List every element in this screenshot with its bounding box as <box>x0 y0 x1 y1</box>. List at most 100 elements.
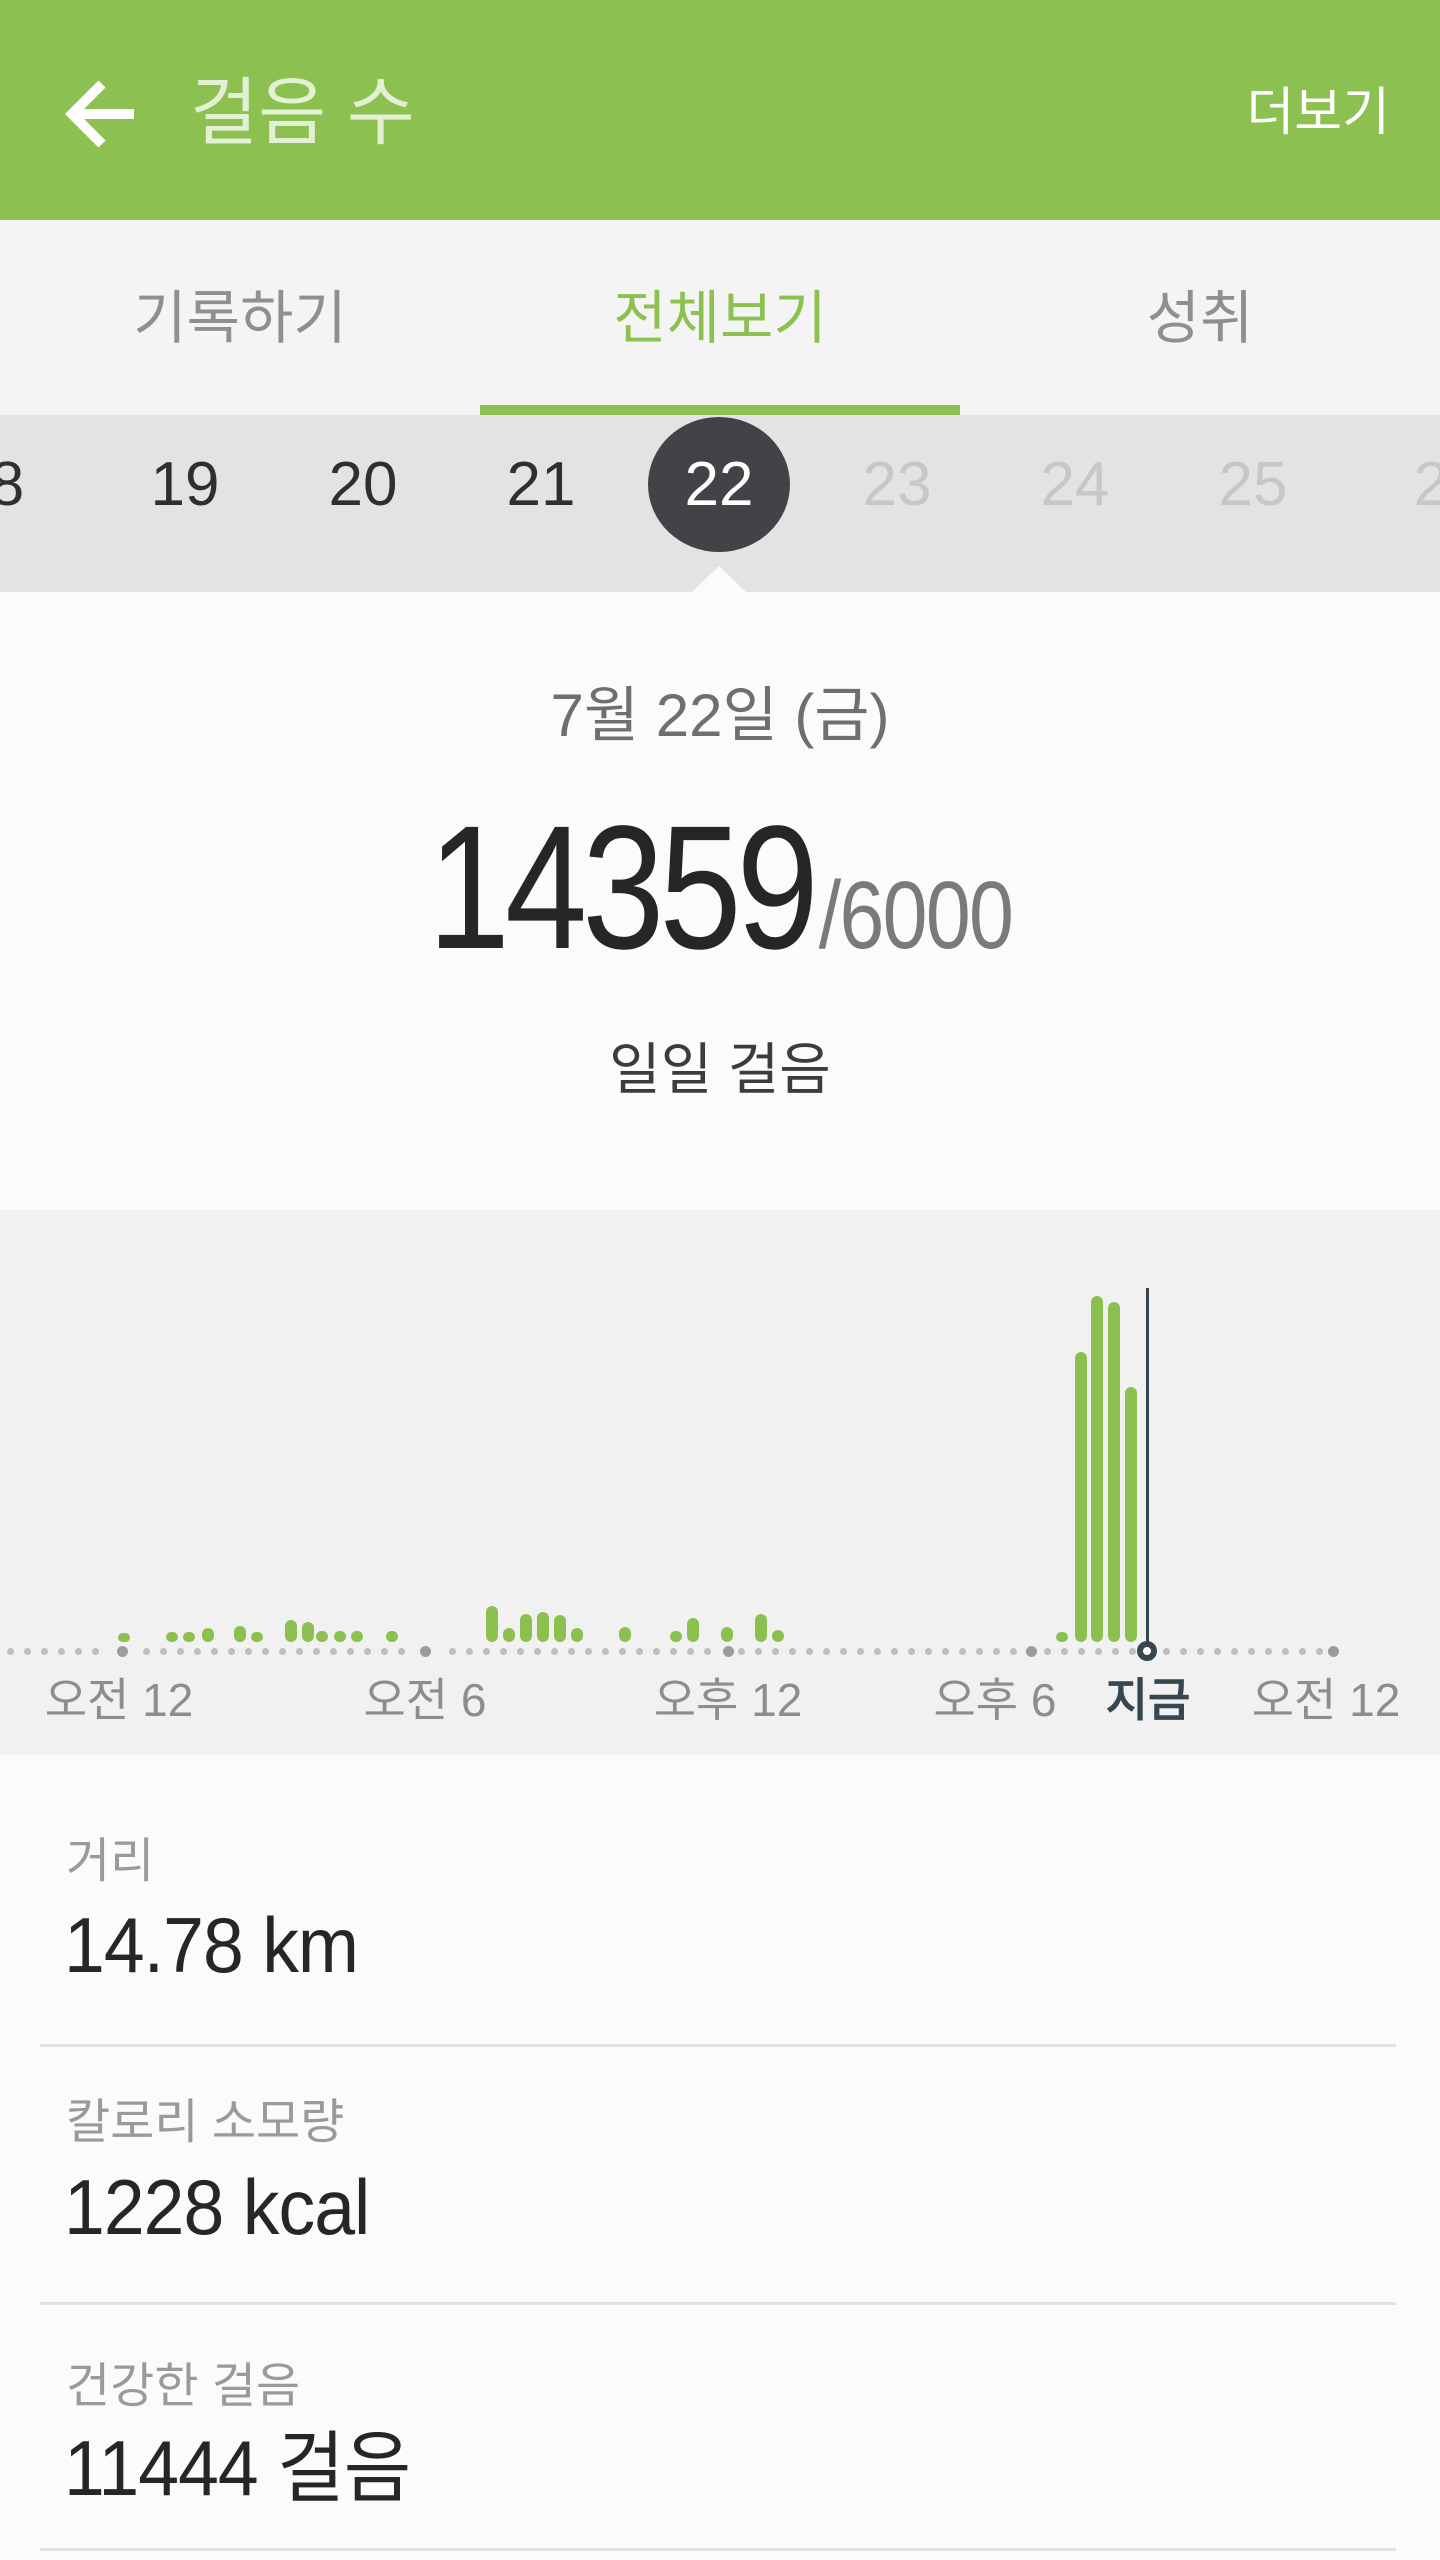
timeline-dot <box>805 1647 813 1655</box>
stat-label-calories: 칼로리 소모량 <box>66 2096 345 2149</box>
tab-view-all[interactable]: 전체보기 <box>613 285 827 351</box>
timeline-dot <box>924 1647 932 1655</box>
stat-value-healthy-steps: 11444 걸음 <box>64 2424 411 2512</box>
back-button[interactable] <box>40 55 160 175</box>
date-item-8[interactable]: 8 <box>0 450 25 519</box>
tab-bar: 기록하기 전체보기 성취 <box>0 220 1440 415</box>
tab-achievements[interactable]: 성취 <box>1146 285 1254 351</box>
timeline-dot <box>193 1647 201 1655</box>
timeline-dot <box>1213 1647 1221 1655</box>
timeline-dot <box>1162 1647 1170 1655</box>
timeline-dot <box>346 1647 354 1655</box>
step-bar <box>1108 1302 1120 1642</box>
step-bar <box>619 1627 631 1642</box>
step-bar <box>351 1631 363 1642</box>
timeline-dot <box>1230 1647 1238 1655</box>
timeline-dot <box>958 1647 966 1655</box>
timeline-dot <box>839 1647 847 1655</box>
selected-date-label: 7월 22일 (금) <box>550 682 890 749</box>
timeline-dot <box>499 1647 507 1655</box>
timeline-dot <box>397 1647 405 1655</box>
date-item-21[interactable]: 21 <box>506 450 576 519</box>
step-bar <box>1056 1632 1068 1642</box>
date-item-2[interactable]: 2 <box>1413 450 1440 519</box>
timeline-dot <box>261 1647 269 1655</box>
timeline-tick-dot <box>1327 1645 1339 1657</box>
date-item-19[interactable]: 19 <box>150 450 220 519</box>
now-label: 지금 <box>1105 1674 1191 1726</box>
step-bar <box>1075 1352 1087 1642</box>
now-marker-dot <box>1137 1641 1157 1661</box>
time-axis-label: 오후 12 <box>653 1674 803 1726</box>
step-bar <box>755 1614 767 1642</box>
timeline-dot <box>771 1647 779 1655</box>
timeline-dot <box>618 1647 626 1655</box>
steps-count: 14359 <box>427 790 819 986</box>
tab-record[interactable]: 기록하기 <box>133 285 347 351</box>
step-bar <box>687 1618 699 1642</box>
timeline-dot <box>210 1647 218 1655</box>
step-bar <box>772 1630 784 1642</box>
timeline-dot <box>329 1647 337 1655</box>
timeline-dot <box>380 1647 388 1655</box>
daily-steps-line: 14359 /6000 <box>115 800 1325 976</box>
timeline-dot <box>1196 1647 1204 1655</box>
timeline-dot <box>1009 1647 1017 1655</box>
timeline-dot <box>941 1647 949 1655</box>
timeline-dot <box>312 1647 320 1655</box>
step-bar <box>571 1628 583 1642</box>
timeline-dot <box>788 1647 796 1655</box>
step-bar <box>202 1628 214 1642</box>
timeline-dot <box>142 1647 150 1655</box>
timeline-dot <box>1111 1647 1119 1655</box>
timeline-dot <box>159 1647 167 1655</box>
timeline-dot <box>907 1647 915 1655</box>
step-bar <box>537 1612 549 1642</box>
timeline-dot <box>363 1647 371 1655</box>
divider <box>40 2302 1396 2305</box>
step-bar <box>334 1631 346 1642</box>
timeline-dot <box>754 1647 762 1655</box>
step-bar <box>285 1620 297 1642</box>
hourly-steps-chart[interactable]: 오전 12 오전 6 오후 12 오후 6 지금 오전 12 <box>0 1210 1440 1755</box>
timeline-dot <box>703 1647 711 1655</box>
timeline-dot <box>1247 1647 1255 1655</box>
steps-goal: /6000 <box>818 862 1014 969</box>
timeline-dot <box>1060 1647 1068 1655</box>
stat-value-calories: 1228 kcal <box>64 2163 370 2251</box>
step-bar <box>1091 1296 1103 1642</box>
date-item-25[interactable]: 25 <box>1218 450 1288 519</box>
step-bar <box>554 1615 566 1642</box>
selected-date-circle <box>648 417 790 552</box>
timeline-tick-dot <box>1025 1645 1037 1657</box>
timeline-dot <box>448 1647 456 1655</box>
date-item-23[interactable]: 23 <box>862 450 932 519</box>
step-bar <box>166 1632 178 1642</box>
step-bar <box>118 1633 130 1642</box>
timeline-dot <box>652 1647 660 1655</box>
step-bar <box>302 1622 314 1642</box>
timeline-dot <box>482 1647 490 1655</box>
step-bar <box>234 1626 246 1642</box>
timeline-dot <box>295 1647 303 1655</box>
divider <box>40 2548 1396 2551</box>
timeline-tick-dot <box>116 1645 128 1657</box>
timeline-dot <box>567 1647 575 1655</box>
date-item-20[interactable]: 20 <box>328 450 398 519</box>
date-selector-strip[interactable]: 8 19 20 21 22 23 24 25 2 <box>0 415 1440 592</box>
timeline-dot <box>992 1647 1000 1655</box>
timeline-dot <box>737 1647 745 1655</box>
timeline-tick-dot <box>722 1645 734 1657</box>
timeline-dot <box>1128 1647 1136 1655</box>
timeline-dot <box>1043 1647 1051 1655</box>
timeline-dot <box>635 1647 643 1655</box>
step-bar <box>503 1628 515 1642</box>
step-bar <box>486 1606 498 1642</box>
timeline-dot <box>1094 1647 1102 1655</box>
date-item-24[interactable]: 24 <box>1040 450 1110 519</box>
timeline-dot <box>176 1647 184 1655</box>
stat-value-distance: 14.78 km <box>64 1901 359 1989</box>
date-item-22[interactable]: 22 <box>684 450 754 519</box>
timeline-dot <box>244 1647 252 1655</box>
more-button[interactable]: 더보기 <box>1246 84 1390 142</box>
